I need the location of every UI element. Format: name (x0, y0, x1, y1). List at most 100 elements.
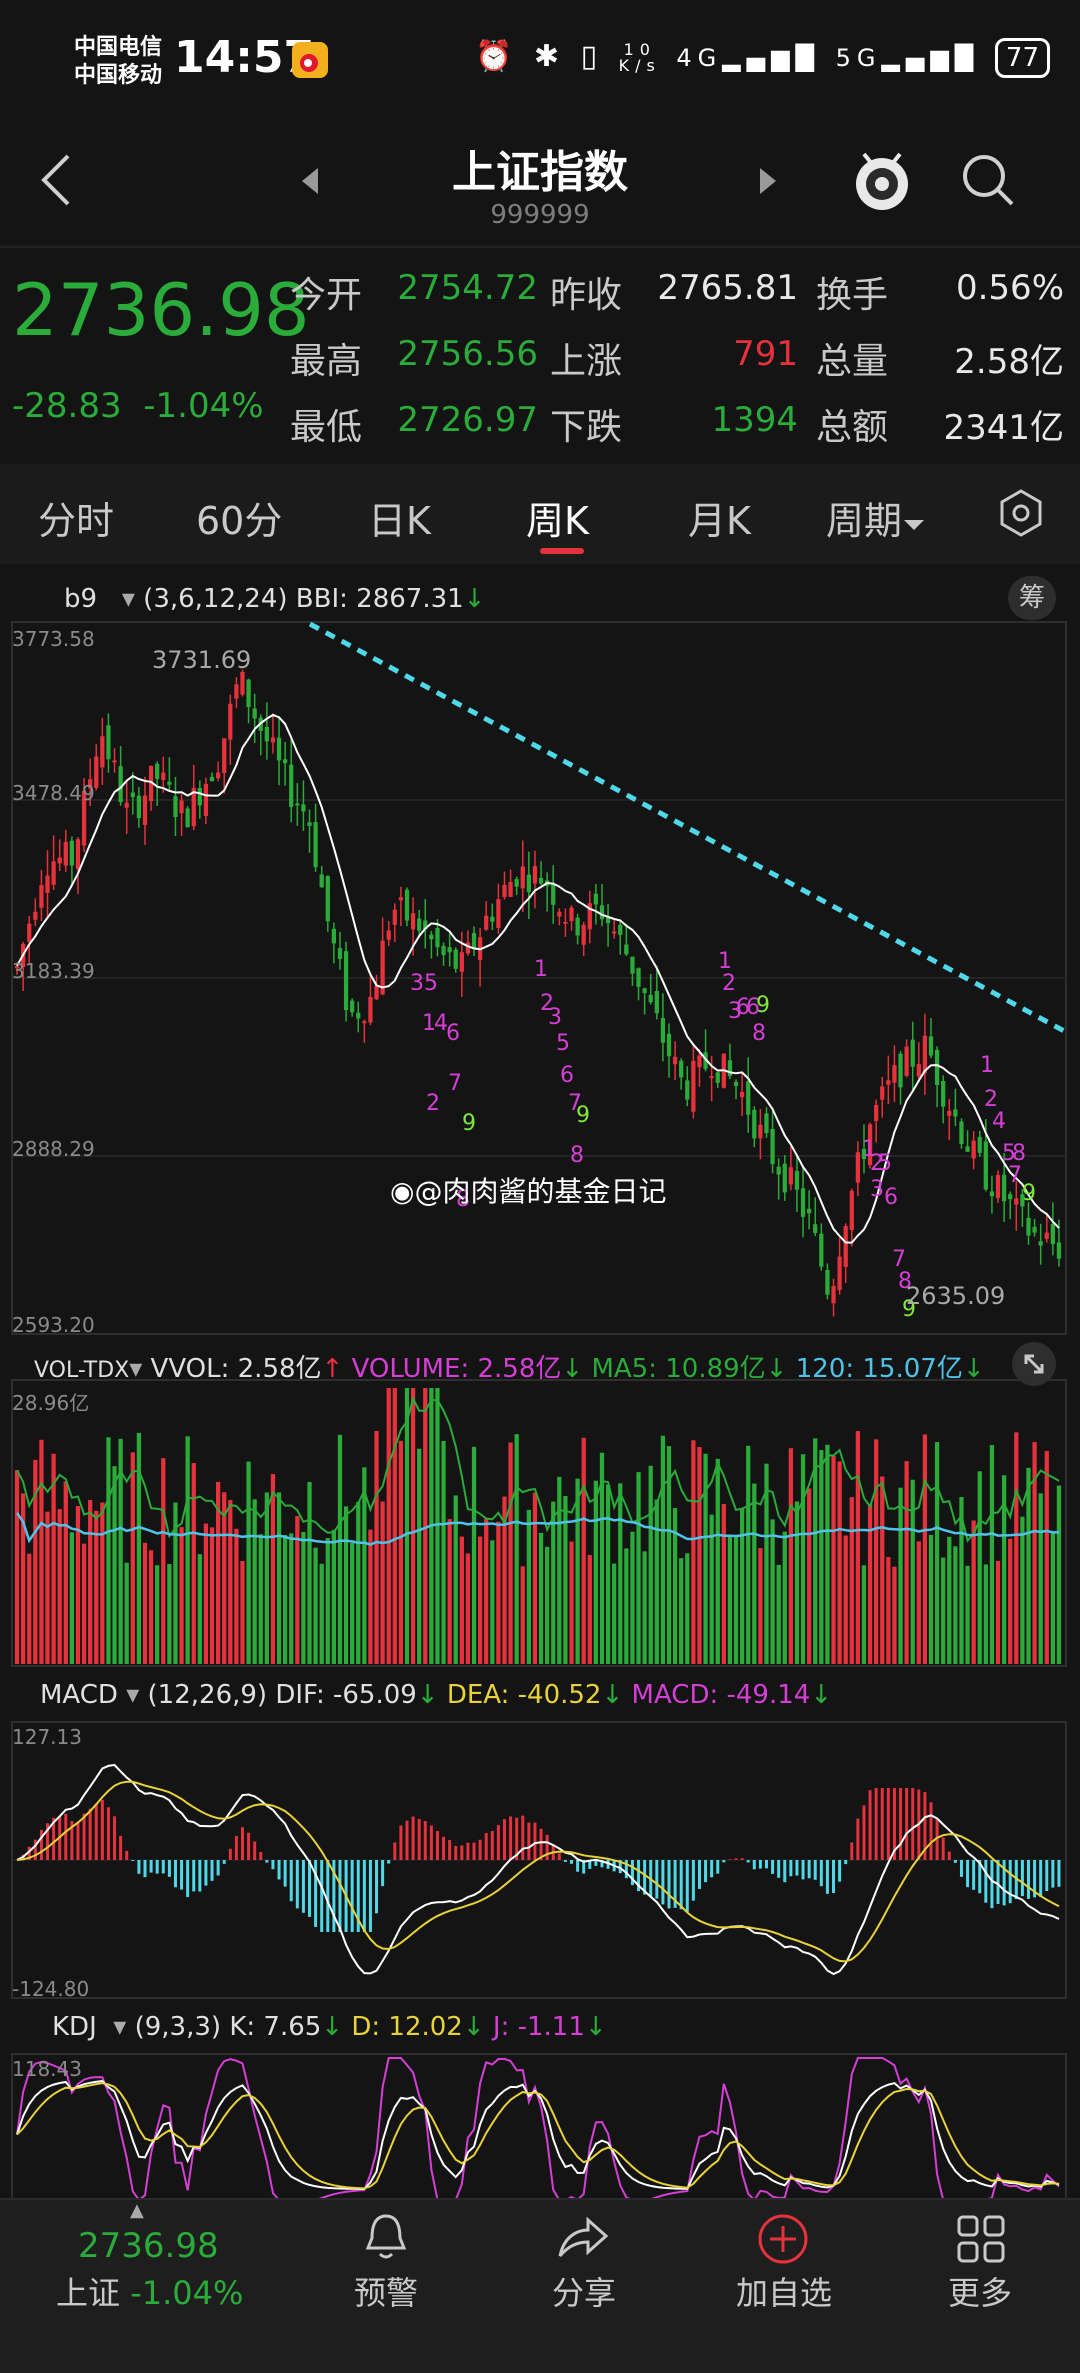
expand-icon[interactable] (1010, 1340, 1058, 1392)
status-bar: 中国电信 中国移动 14:57 ⏰ ✱ ▯ 10 K/s 4G▂▄▆█ 5G▂▄▆… (0, 0, 1080, 126)
macd-bar (862, 1805, 866, 1860)
signal-4g-icon: 4G▂▄▆█ (676, 44, 821, 72)
share-icon[interactable] (556, 2212, 610, 2266)
volume-bar (892, 1566, 897, 1664)
b9-count-marker: 3 (728, 999, 742, 1024)
b9-count-marker: 4 (434, 1011, 448, 1036)
macd-bar (478, 1839, 482, 1860)
alert-button[interactable]: 预警 (353, 2274, 418, 2312)
bell-icon[interactable] (362, 2212, 410, 2266)
volume-bar (246, 1461, 251, 1664)
macd-bar (119, 1835, 123, 1860)
macd-bar (167, 1860, 171, 1877)
search-icon[interactable] (958, 150, 1018, 214)
volume-bar (441, 1441, 446, 1664)
candle-body (892, 1065, 897, 1083)
kdj-indicator-header[interactable]: KDJ ▾ (9,3,3) K: 7.65↓ D: 12.02↓ J: -1.1… (52, 2012, 607, 2042)
volume-bar (459, 1536, 464, 1664)
settings-hexagon-icon[interactable] (996, 488, 1046, 542)
volume-bar (508, 1442, 513, 1664)
volume-bar (307, 1481, 312, 1664)
candle-body (971, 1140, 976, 1159)
macd-bar (33, 1839, 37, 1860)
macd-bar (618, 1860, 622, 1874)
tab-monthly[interactable]: 月K (688, 499, 751, 543)
tab-daily[interactable]: 日K (368, 499, 431, 543)
volume-bar (630, 1531, 635, 1664)
collapse-arrow-icon[interactable]: ▲ (130, 2200, 144, 2221)
volume-bar (837, 1461, 842, 1664)
tab-weekly[interactable]: 周K (526, 499, 589, 543)
macd-bar (88, 1808, 92, 1860)
candle-body (831, 1286, 836, 1304)
volume-bar (1014, 1432, 1019, 1664)
candle-body (654, 990, 659, 1014)
macd-bar (758, 1860, 762, 1869)
volume-bar (934, 1442, 940, 1664)
grid-more-icon[interactable] (956, 2214, 1006, 2268)
y-label-top: 3773.58 (12, 627, 95, 651)
macd-bar (624, 1860, 628, 1879)
macd-bar (1033, 1860, 1037, 1898)
macd-bar (113, 1816, 117, 1860)
macd-bar (527, 1822, 531, 1860)
macd-bar (850, 1842, 854, 1860)
macd-bar (350, 1860, 354, 1932)
volume-bar (404, 1388, 410, 1664)
tab-period[interactable]: 周期 (826, 490, 926, 545)
volume-bar (746, 1445, 751, 1664)
volume-bar (410, 1388, 416, 1664)
back-button[interactable] (36, 150, 76, 214)
mascot-icon[interactable] (850, 146, 914, 216)
volume-bar (343, 1506, 349, 1664)
macd-indicator-header[interactable]: MACD ▾ (12,26,9) DIF: -65.09↓ DEA: -40.5… (40, 1680, 833, 1710)
quote-panel (0, 246, 1080, 462)
decline-label: 下跌 (550, 407, 623, 448)
macd-bar (868, 1790, 872, 1860)
candle-body (112, 760, 117, 763)
b9-count-marker: 7 (568, 1091, 582, 1116)
next-index-button[interactable] (756, 166, 780, 200)
macd-bar (283, 1860, 287, 1887)
prev-index-button[interactable] (298, 166, 322, 200)
volume-bar (33, 1459, 38, 1664)
macd-bar (454, 1845, 458, 1860)
macd-bar (515, 1817, 519, 1860)
volume-bar (947, 1536, 952, 1664)
more-button[interactable]: 更多 (947, 2274, 1012, 2312)
add-watchlist-icon[interactable] (756, 2212, 810, 2270)
b9-count-marker: 7 (1008, 1163, 1022, 1188)
volume-bar (959, 1497, 964, 1664)
main-indicator-header[interactable]: b9 ▾ (3,6,12,24) BBI: 2867.31↓ (64, 584, 486, 614)
chip-distribution-button[interactable]: 筹 (1008, 576, 1056, 620)
candle-body (209, 776, 215, 782)
b9-count-marker: 5 (1002, 1141, 1016, 1166)
tab-60min[interactable]: 60分 (196, 499, 283, 543)
volume-bar (222, 1492, 227, 1664)
candle-body (959, 1121, 964, 1144)
macd-bar (472, 1842, 476, 1860)
macd-bar (545, 1834, 549, 1860)
bottom-index[interactable]: 上证 -1.04% (56, 2274, 244, 2312)
candle-body (788, 1167, 793, 1185)
volume-bar (484, 1519, 489, 1664)
candle-body (276, 737, 282, 761)
bottom-price: 2736.98 (78, 2226, 219, 2266)
volume-bar (75, 1505, 81, 1664)
macd-bar (728, 1859, 732, 1860)
volume-bar (453, 1495, 458, 1664)
candle-body (39, 885, 44, 908)
candle-body (148, 765, 154, 802)
macd-bar (381, 1860, 385, 1887)
candle-body (807, 1208, 812, 1214)
add-watchlist-button[interactable]: 加自选 (735, 2274, 832, 2312)
high-value: 2756.56 (397, 334, 538, 374)
tab-intraday[interactable]: 分时 (38, 499, 115, 543)
macd-bar (576, 1860, 580, 1872)
volume-bar (197, 1554, 202, 1664)
macd-bar (777, 1860, 781, 1878)
volume-bar (624, 1548, 629, 1664)
candle-body (81, 790, 87, 846)
share-button[interactable]: 分享 (551, 2274, 616, 2312)
